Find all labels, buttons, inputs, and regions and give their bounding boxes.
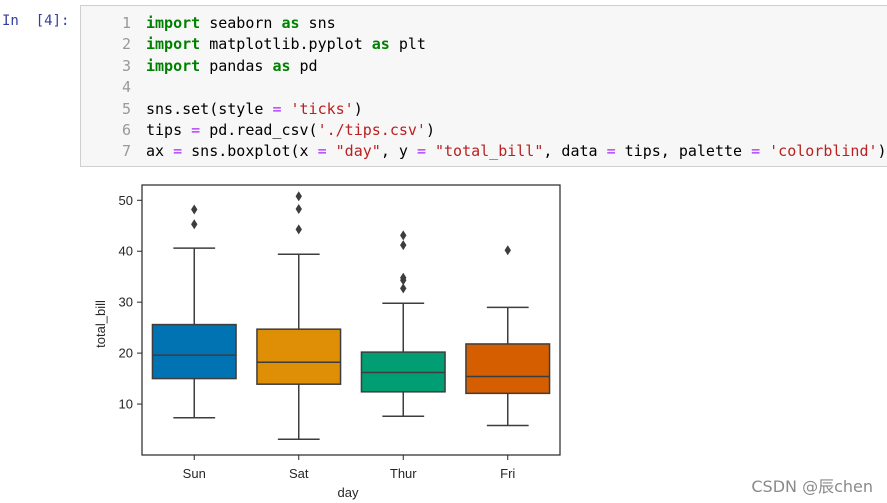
code-token: sns bbox=[299, 14, 336, 32]
code-token bbox=[760, 142, 769, 160]
code-text: ax = sns.boxplot(x = "day", y = "total_b… bbox=[146, 141, 887, 162]
code-line: 6 tips = pd.read_csv('./tips.csv') bbox=[81, 120, 887, 141]
outlier-point bbox=[191, 204, 198, 215]
code-token: as bbox=[371, 35, 390, 54]
line-number: 1 bbox=[121, 14, 131, 32]
code-token: = bbox=[173, 142, 183, 161]
code-text: import pandas as pd bbox=[146, 56, 318, 77]
code-token: = bbox=[751, 142, 761, 161]
code-token: ax bbox=[146, 142, 174, 161]
y-tick-label: 20 bbox=[119, 346, 133, 361]
code-line: 7 ax = sns.boxplot(x = "day", y = "total_… bbox=[81, 141, 887, 162]
x-tick-label: Fri bbox=[500, 466, 515, 481]
code-token: "total_bill" bbox=[435, 142, 544, 161]
y-axis-label: total_bill bbox=[93, 300, 108, 348]
code-token: "day" bbox=[335, 142, 381, 161]
code-token: , y bbox=[380, 142, 417, 161]
outlier-point bbox=[504, 245, 511, 256]
y-tick-label: 10 bbox=[119, 397, 133, 412]
code-token: tips bbox=[146, 120, 192, 139]
code-cell[interactable]: 1 import seaborn as sns 2 import matplotlib… bbox=[80, 5, 887, 167]
code-token: import bbox=[146, 35, 201, 54]
outlier-point bbox=[400, 240, 407, 251]
box-sun bbox=[151, 323, 237, 380]
x-tick-label: Sun bbox=[183, 466, 206, 481]
code-line: 2 import matplotlib.pyplot as plt bbox=[81, 34, 887, 55]
code-token: sns.boxplot(x bbox=[182, 142, 318, 161]
box-fri bbox=[465, 343, 551, 395]
code-token: = bbox=[272, 99, 282, 118]
code-token: ) bbox=[353, 99, 363, 118]
code-text: import matplotlib.pyplot as plt bbox=[146, 34, 426, 55]
outlier-point bbox=[400, 283, 407, 294]
code-token: as bbox=[272, 56, 291, 75]
outlier-point bbox=[295, 224, 302, 235]
code-token: as bbox=[281, 14, 300, 32]
code-editor[interactable]: 1 import seaborn as sns 2 import matplotlib… bbox=[81, 13, 887, 163]
outlier-point bbox=[400, 272, 407, 283]
line-number: 3 bbox=[121, 56, 131, 75]
code-token: , data bbox=[543, 142, 607, 161]
code-token: pd bbox=[290, 56, 318, 75]
line-number: 6 bbox=[121, 120, 131, 139]
code-token: import bbox=[146, 14, 201, 32]
x-axis-label: day bbox=[338, 485, 359, 500]
code-token: matplotlib.pyplot bbox=[200, 35, 372, 54]
line-number: 7 bbox=[121, 142, 131, 161]
boxplot-chart: 10 20 30 40 50 Sun Sat Thur Fri day total_bill bbox=[93, 184, 561, 500]
x-tick-label: Sat bbox=[289, 466, 309, 481]
code-line: 1 import seaborn as sns bbox=[81, 13, 887, 34]
watermark: CSDN @辰chen bbox=[751, 477, 873, 496]
code-token: tips, palette bbox=[615, 142, 752, 161]
line-number: 4 bbox=[121, 78, 131, 97]
box-sat bbox=[256, 328, 342, 385]
code-token: seaborn bbox=[200, 14, 282, 32]
plot-frame bbox=[141, 184, 561, 456]
line-number: 2 bbox=[121, 35, 131, 54]
y-tick-label: 40 bbox=[119, 244, 133, 259]
y-tick-label: 50 bbox=[119, 193, 133, 208]
code-token: sns.set(style bbox=[146, 99, 273, 118]
code-token: 'colorblind' bbox=[769, 142, 878, 161]
code-token: = bbox=[191, 120, 201, 139]
code-token: pandas bbox=[200, 56, 273, 75]
code-text: import seaborn as sns bbox=[146, 13, 336, 34]
code-token bbox=[327, 142, 336, 160]
code-token: = bbox=[416, 142, 426, 161]
code-text: sns.set(style = 'ticks') bbox=[146, 99, 363, 120]
code-token: ) bbox=[425, 120, 435, 139]
code-token: = bbox=[606, 142, 616, 161]
y-tick-label: 30 bbox=[119, 295, 133, 310]
outlier-point bbox=[191, 219, 198, 230]
code-token bbox=[426, 142, 435, 160]
code-line: 4 bbox=[81, 77, 887, 98]
code-token: = bbox=[317, 142, 327, 161]
code-token: './tips.csv' bbox=[317, 120, 426, 139]
cell-prompt: In [4]: bbox=[2, 13, 70, 29]
code-token: plt bbox=[389, 35, 426, 54]
outlier-point bbox=[295, 191, 302, 202]
line-number: 5 bbox=[121, 99, 131, 118]
outlier-point bbox=[400, 230, 407, 241]
code-token: pd.read_csv( bbox=[200, 120, 318, 139]
code-token: ) bbox=[877, 142, 887, 161]
code-line: 5 sns.set(style = 'ticks') bbox=[81, 99, 887, 120]
code-token: 'ticks' bbox=[290, 99, 354, 118]
x-tick-label: Thur bbox=[390, 466, 417, 481]
outlier-point bbox=[295, 203, 302, 214]
code-text: tips = pd.read_csv('./tips.csv') bbox=[146, 120, 435, 141]
code-line: 3 import pandas as pd bbox=[81, 56, 887, 77]
code-token: import bbox=[146, 56, 201, 75]
code-token bbox=[281, 100, 290, 118]
